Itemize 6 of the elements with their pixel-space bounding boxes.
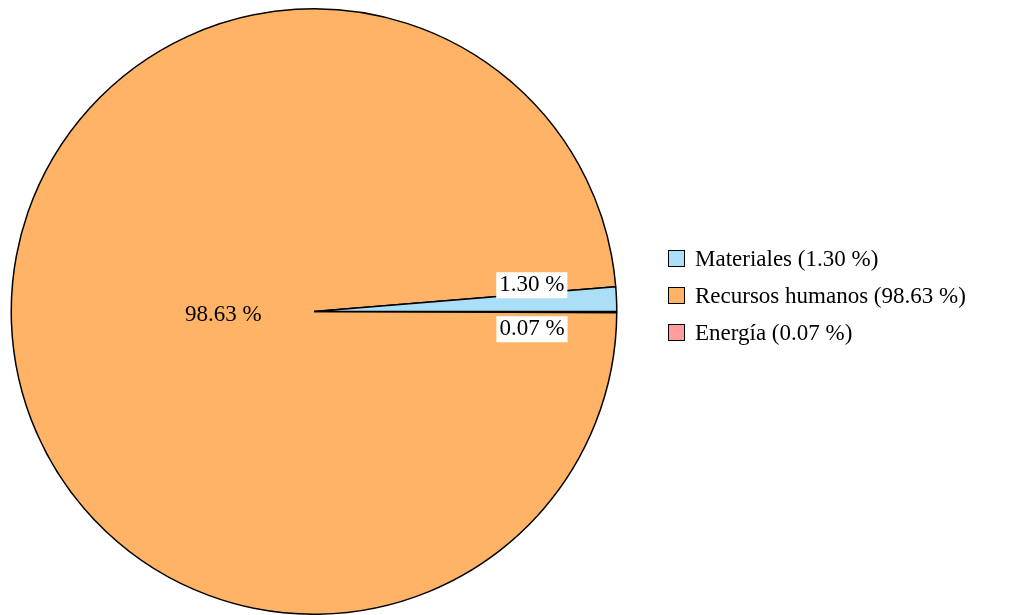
data-label: 1.30 % — [499, 271, 565, 297]
data-label: 0.07 % — [499, 315, 565, 341]
legend-label: Materiales (1.30 %) — [695, 245, 879, 272]
legend-label: Energía (0.07 %) — [695, 319, 853, 346]
data-label: 98.63 % — [184, 301, 262, 327]
legend-label: Recursos humanos (98.63 %) — [695, 282, 966, 309]
